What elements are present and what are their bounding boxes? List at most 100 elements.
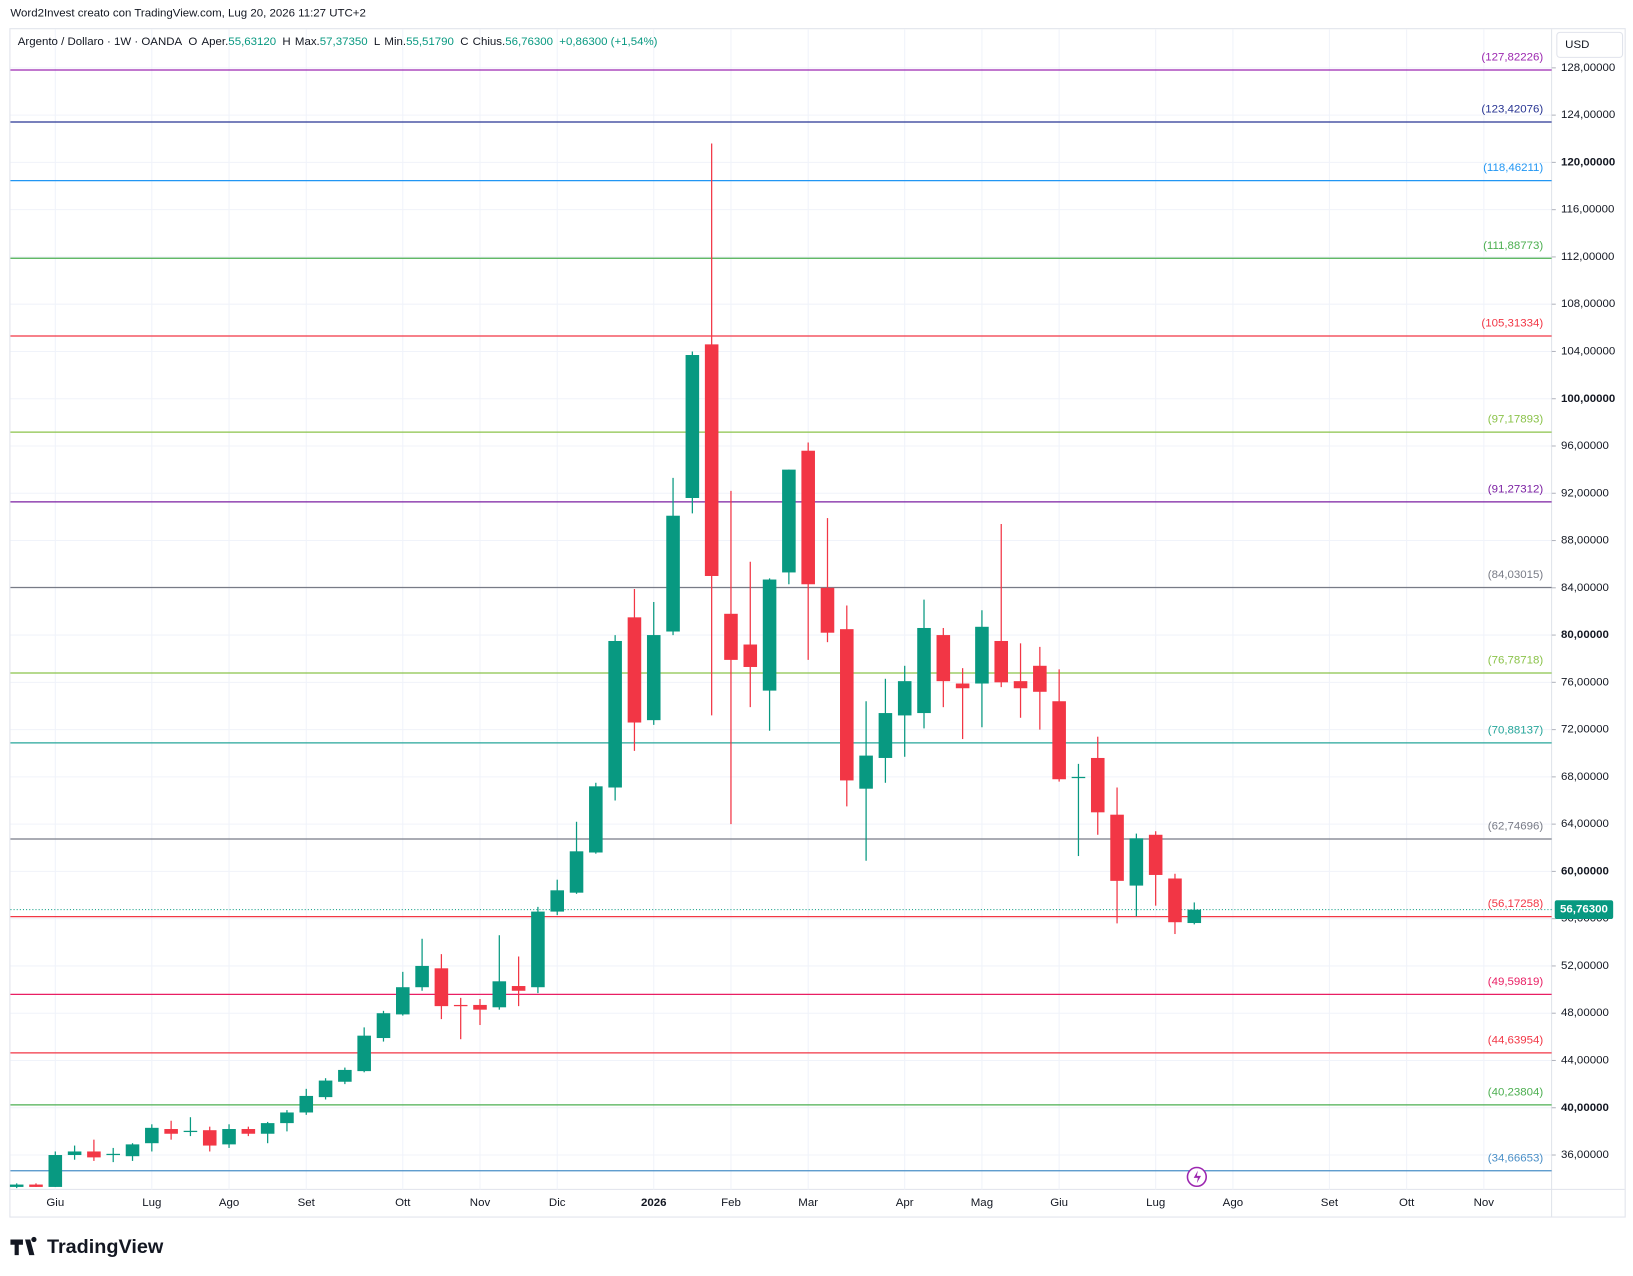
candle-body — [164, 1129, 178, 1134]
candle-body — [936, 635, 951, 682]
candle-body — [434, 968, 449, 1007]
last-price-badge — [1554, 900, 1614, 920]
candles — [9, 143, 1202, 1189]
candle-body — [685, 355, 700, 498]
candle-body — [801, 450, 815, 585]
candle-body — [897, 681, 912, 716]
candle-body — [1148, 834, 1163, 875]
level-label: (49,59819) — [1488, 976, 1544, 988]
candle-body — [955, 683, 970, 689]
x-tick-label: Giu — [46, 1197, 64, 1209]
candle-body — [569, 851, 584, 893]
legend-key: C — [460, 36, 468, 48]
legend-name: Aper. — [202, 36, 229, 48]
y-tick-label: 64,00000 — [1561, 818, 1609, 830]
axes: 36,00000 40,00000 44,00000 48,00000 52,00000… — [46, 62, 1615, 1209]
candle-body — [87, 1151, 101, 1158]
level-label: (123,42076) — [1481, 103, 1543, 115]
y-tick-label: 40,00000 — [1561, 1102, 1609, 1114]
candle-body — [222, 1129, 236, 1145]
y-tick-label: 108,00000 — [1561, 298, 1615, 310]
candle-body — [202, 1130, 217, 1146]
candle-body — [453, 1004, 468, 1007]
candle-body — [666, 515, 680, 632]
candle-body — [415, 965, 429, 988]
y-tick-label: 112,00000 — [1561, 251, 1614, 263]
legend-value: 57,37350 — [320, 36, 368, 48]
candle-body — [9, 1184, 24, 1187]
candle-body — [511, 986, 526, 991]
candle-body — [859, 755, 873, 789]
y-tick-label: 72,00000 — [1561, 724, 1609, 736]
level-label: (56,17258) — [1488, 898, 1544, 910]
y-tick-label: 48,00000 — [1561, 1007, 1609, 1019]
legend-key: O — [188, 36, 197, 48]
candle-body — [338, 1069, 352, 1082]
levels: (127,82226) (123,42076) (118,46211) (111,88… — [10, 51, 1552, 1172]
candle-body — [646, 635, 661, 721]
y-tick-label: 124,00000 — [1561, 109, 1615, 121]
currency[interactable]: USD — [1565, 39, 1589, 51]
candle-body — [1110, 814, 1124, 881]
candle-body — [67, 1151, 82, 1156]
candle-body — [762, 579, 777, 691]
y-tick-label: 84,00000 — [1561, 582, 1609, 594]
candle-body — [994, 640, 1009, 683]
event-bolt — [1193, 1170, 1202, 1184]
candle-body — [704, 344, 719, 576]
logo: TradingView — [10, 1236, 164, 1258]
y-tick-label: 52,00000 — [1561, 960, 1609, 972]
candle-body — [396, 987, 410, 1015]
y-tick-label: 104,00000 — [1561, 345, 1615, 357]
candle-body — [1090, 757, 1105, 813]
x-tick-label: Nov — [470, 1197, 491, 1209]
level-label: (84,03015) — [1488, 569, 1544, 581]
legend-key: H — [282, 36, 290, 48]
logo-mark — [10, 1236, 37, 1256]
legend-change: +0,86300 (+1,54%) — [559, 36, 657, 48]
grid — [10, 29, 1552, 1190]
candle-body — [782, 469, 796, 573]
candle-body — [743, 644, 758, 667]
level-label: (105,31334) — [1481, 317, 1543, 329]
candle-body — [183, 1130, 198, 1133]
candle-body — [550, 890, 565, 912]
credit: Word2Invest creato con TradingView.com, … — [10, 8, 365, 20]
x-tick-label: Lug — [142, 1197, 161, 1209]
level-label: (40,23804) — [1488, 1086, 1544, 1098]
candle-body — [840, 629, 854, 781]
y-tick-label: 116,00000 — [1561, 204, 1614, 216]
candle-body — [1013, 681, 1028, 689]
currency-box[interactable] — [1556, 31, 1624, 58]
candle-body — [241, 1129, 256, 1134]
level-label: (97,17893) — [1488, 414, 1544, 426]
y-tick-label: 96,00000 — [1561, 440, 1609, 452]
candle-body — [878, 713, 893, 758]
candle-body — [1052, 701, 1066, 780]
candle-body — [125, 1144, 140, 1157]
legend-name: Chius. — [473, 36, 506, 48]
candle-body — [280, 1112, 294, 1124]
x-tick-label: Giu — [1050, 1197, 1068, 1209]
candle-body — [376, 1013, 391, 1039]
candle-body — [1168, 878, 1182, 923]
candle-body — [473, 1004, 487, 1010]
x-tick-label: Set — [298, 1197, 316, 1209]
x-tick-label: Feb — [721, 1197, 741, 1209]
candle-body — [29, 1184, 43, 1187]
legend-value: 56,76300 — [505, 36, 553, 48]
x-tick-label: Dic — [549, 1197, 566, 1209]
y-tick-label: 128,00000 — [1561, 62, 1615, 74]
candle-body — [1071, 776, 1086, 779]
symbol: Argento / Dollaro · 1W · OANDA — [18, 36, 183, 48]
x-tick-label: Mar — [798, 1197, 818, 1209]
candle-body — [820, 587, 835, 633]
pane-border — [9, 28, 1626, 1218]
x-tick-label: Mag — [971, 1197, 993, 1209]
legend-value: 55,51790 — [406, 36, 454, 48]
y-tick-label: 68,00000 — [1561, 771, 1609, 783]
logo-text: TradingView — [47, 1236, 164, 1258]
